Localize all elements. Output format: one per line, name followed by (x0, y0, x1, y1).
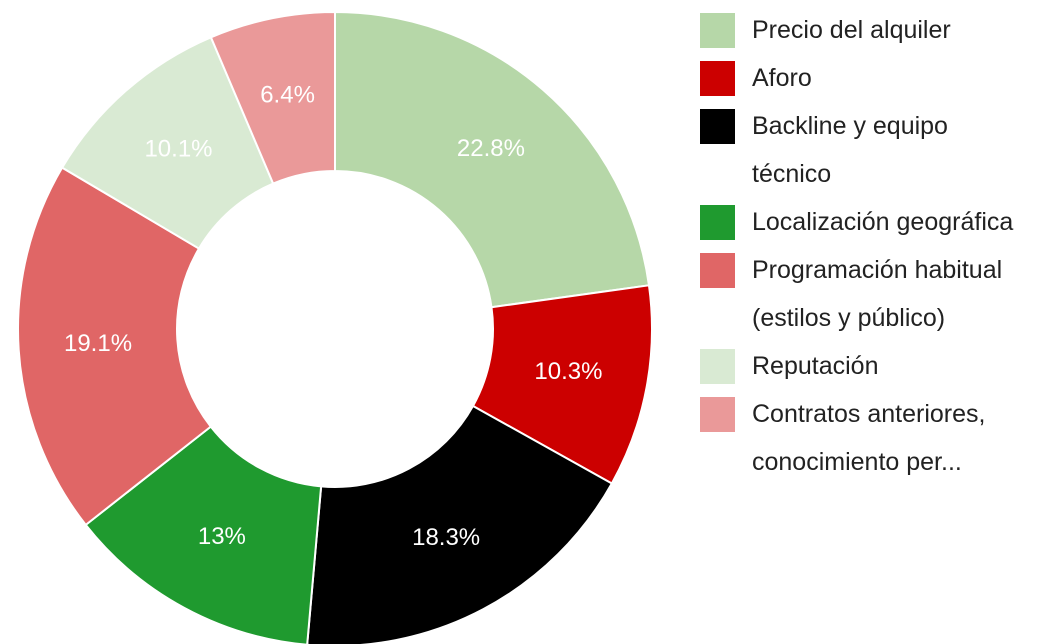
legend-label: Contratos anteriores, conocimiento per..… (752, 400, 986, 476)
legend: Precio del alquiler Aforo Backline y equip… (700, 6, 1030, 486)
donut-plot: 22.8% 10.3% 18.3% 13% 19.1% 10.1% 6.4% (17, 10, 653, 644)
donut-slice (17, 166, 213, 527)
legend-label: Localización geográfica (752, 208, 1014, 236)
legend-label: Reputación (752, 352, 879, 380)
slice-label: 10.3% (534, 358, 602, 385)
slice-label: 6.4% (260, 82, 315, 109)
legend-label: Aforo (752, 64, 812, 92)
donut-slice (209, 10, 336, 185)
legend-swatch (700, 109, 735, 144)
legend-item: Backline y equipo técnico (700, 102, 1030, 198)
legend-item: Aforo (700, 54, 1030, 102)
legend-item: Reputación (700, 342, 1030, 390)
legend-label: Programación habitual (estilos y público… (752, 256, 1003, 332)
donut-slice (334, 10, 651, 309)
legend-swatch (700, 253, 735, 288)
slice-label: 22.8% (457, 135, 525, 162)
legend-label: Precio del alquiler (752, 16, 951, 44)
slice-label: 13% (198, 523, 246, 550)
donut-slice (306, 404, 614, 644)
legend-item: Programación habitual (estilos y público… (700, 246, 1030, 342)
donut-slice (84, 425, 323, 644)
legend-swatch (700, 397, 735, 432)
legend-swatch (700, 61, 735, 96)
slice-label: 18.3% (412, 524, 480, 551)
legend-swatch (700, 205, 735, 240)
slice-label: 10.1% (144, 136, 212, 163)
legend-swatch (700, 349, 735, 384)
slice-label: 19.1% (64, 330, 132, 357)
legend-swatch (700, 13, 735, 48)
legend-item: Contratos anteriores, conocimiento per..… (700, 390, 1030, 486)
legend-item: Localización geográfica (700, 198, 1030, 246)
legend-item: Precio del alquiler (700, 6, 1030, 54)
legend-label: Backline y equipo técnico (752, 112, 948, 188)
